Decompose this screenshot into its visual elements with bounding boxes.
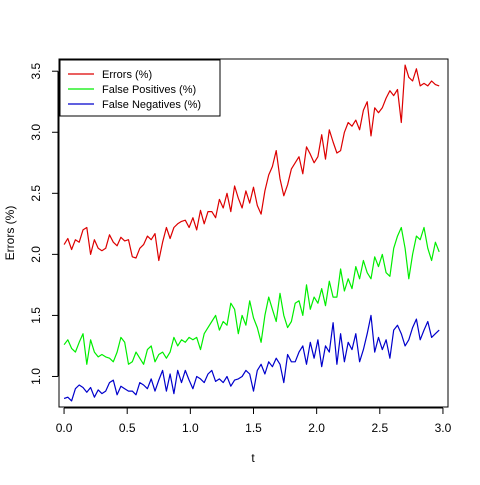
legend: Errors (%) False Positives (%) False Neg… xyxy=(59,59,221,117)
x-tick-label: 2.5 xyxy=(371,421,388,435)
y-axis: 1.0 1.5 2.0 2.5 3.0 3.5 xyxy=(29,63,59,385)
legend-label-errors: Errors (%) xyxy=(102,69,152,81)
y-axis-title: Errors (%) xyxy=(3,206,17,261)
x-axis: 0.0 0.5 1.0 1.5 2.0 2.5 3.0 xyxy=(56,407,452,435)
series-line-false-positives xyxy=(63,226,440,365)
y-tick-label: 2.0 xyxy=(29,246,43,263)
legend-label-false-positives: False Positives (%) xyxy=(102,84,196,96)
series-line-false-negatives xyxy=(63,314,440,402)
x-tick-label: 2.0 xyxy=(308,421,325,435)
plot-frame xyxy=(58,58,449,408)
y-tick-label: 3.0 xyxy=(29,124,43,141)
x-tick-label: 1.0 xyxy=(182,421,199,435)
x-axis-title: t xyxy=(251,451,255,465)
legend-box xyxy=(59,59,221,117)
y-tick-label: 3.5 xyxy=(29,63,43,80)
x-tick-label: 0.0 xyxy=(56,421,73,435)
legend-label-false-negatives: False Negatives (%) xyxy=(102,99,201,111)
x-tick-label: 3.0 xyxy=(435,421,452,435)
series-line-errors xyxy=(63,64,440,262)
x-tick-label: 1.5 xyxy=(245,421,262,435)
y-tick-label: 2.5 xyxy=(29,185,43,202)
series-layer xyxy=(63,64,440,402)
y-tick-label: 1.0 xyxy=(29,368,43,385)
y-tick-label: 1.5 xyxy=(29,307,43,324)
x-tick-label: 0.5 xyxy=(119,421,136,435)
